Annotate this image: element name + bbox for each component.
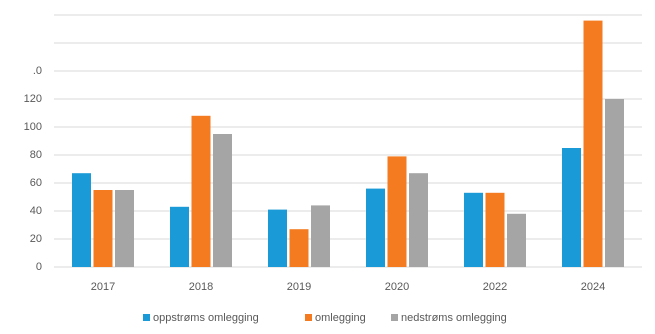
y-tick-label: 0 (36, 261, 42, 273)
bar (72, 173, 91, 267)
x-tick-label: 2024 (581, 281, 605, 293)
bar (115, 190, 134, 267)
bar (605, 99, 624, 267)
legend-marker (305, 314, 312, 321)
bar (191, 115, 211, 267)
x-tick-label: 2022 (483, 281, 507, 293)
x-tick-label: 2018 (189, 281, 213, 293)
y-tick-label: .0 (33, 65, 42, 77)
y-tick-label: 20 (30, 233, 42, 245)
bar (268, 209, 287, 267)
y-tick-label: 60 (30, 177, 42, 189)
bar (213, 134, 232, 267)
legend-marker (391, 314, 398, 321)
x-tick-label: 2017 (91, 281, 115, 293)
bar (387, 156, 407, 267)
bar (409, 173, 428, 267)
legend-marker (143, 314, 150, 321)
legend-label: oppstrøms omlegging (153, 312, 259, 324)
bar (311, 205, 330, 267)
bar (507, 213, 526, 267)
bar (289, 229, 309, 267)
x-tick-label: 2020 (385, 281, 409, 293)
bar (583, 20, 603, 267)
bar (93, 190, 113, 267)
x-tick-label: 2019 (287, 281, 311, 293)
y-tick-label: 40 (30, 205, 42, 217)
legend-label: omlegging (315, 312, 366, 324)
y-tick-label: 100 (24, 121, 42, 133)
bar (170, 206, 189, 267)
bar (485, 192, 505, 267)
legend-label: nedstrøms omlegging (401, 312, 507, 324)
bar (366, 188, 385, 267)
y-tick-label: 120 (24, 93, 42, 105)
bar (562, 148, 581, 267)
bar (464, 192, 483, 267)
y-tick-label: 80 (30, 149, 42, 161)
